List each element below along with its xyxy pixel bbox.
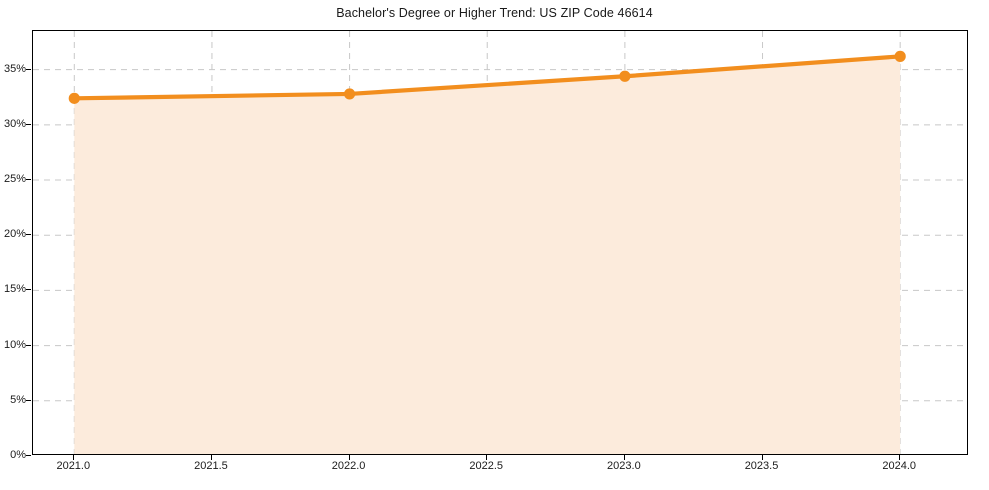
- page-title: Bachelor's Degree or Higher Trend: US ZI…: [336, 6, 653, 20]
- y-axis-tick-mark: [26, 68, 31, 70]
- y-axis-tick-label: 20%: [3, 228, 26, 241]
- data-point-markers: [68, 50, 906, 104]
- x-axis-tick-mark: [899, 455, 901, 460]
- y-axis-tick-mark: [26, 123, 31, 125]
- y-axis-tick-label: 5%: [10, 393, 26, 406]
- y-axis-tick-mark: [26, 179, 31, 181]
- y-axis-tick-label: 30%: [3, 117, 26, 130]
- x-axis-tick-label: 2022.0: [331, 460, 366, 472]
- x-axis-tick-mark: [486, 455, 488, 460]
- x-axis-tick-mark: [623, 455, 625, 460]
- y-axis-tick-labels: 0% 5% 10% 15% 20% 25% 30% 35%: [0, 0, 26, 490]
- y-axis-tick-label: 0%: [10, 449, 26, 461]
- x-axis-tick-label: 2021.0: [56, 460, 91, 472]
- y-axis-tick-label: 25%: [3, 173, 26, 186]
- trend-line: [72, 54, 903, 101]
- x-axis-tick-mark: [348, 455, 350, 460]
- y-axis-tick-label: 10%: [3, 338, 26, 351]
- y-axis-tick-mark: [26, 234, 31, 236]
- x-axis-tick-mark: [761, 455, 763, 460]
- y-axis-tick-mark: [26, 289, 31, 291]
- x-axis-tick-label: 2022.5: [469, 460, 504, 472]
- area-fill: [74, 56, 901, 454]
- chart-canvas: [33, 31, 967, 454]
- x-axis-tick-label: 2021.5: [194, 460, 228, 472]
- x-axis-tick-label: 2023.0: [607, 460, 641, 472]
- y-axis-tick-mark: [26, 344, 31, 346]
- x-axis-tick-mark: [210, 455, 212, 460]
- x-axis-tick-label: 2023.5: [744, 460, 779, 472]
- x-axis-tick-label: 2024.0: [882, 460, 916, 472]
- x-axis-tick-mark: [73, 455, 75, 460]
- y-axis-tick-label: 15%: [3, 283, 26, 296]
- y-axis-tick-label: 35%: [3, 62, 26, 75]
- y-axis-tick-mark: [26, 455, 31, 456]
- y-axis-tick-mark: [26, 399, 31, 401]
- plot-area: [32, 30, 968, 455]
